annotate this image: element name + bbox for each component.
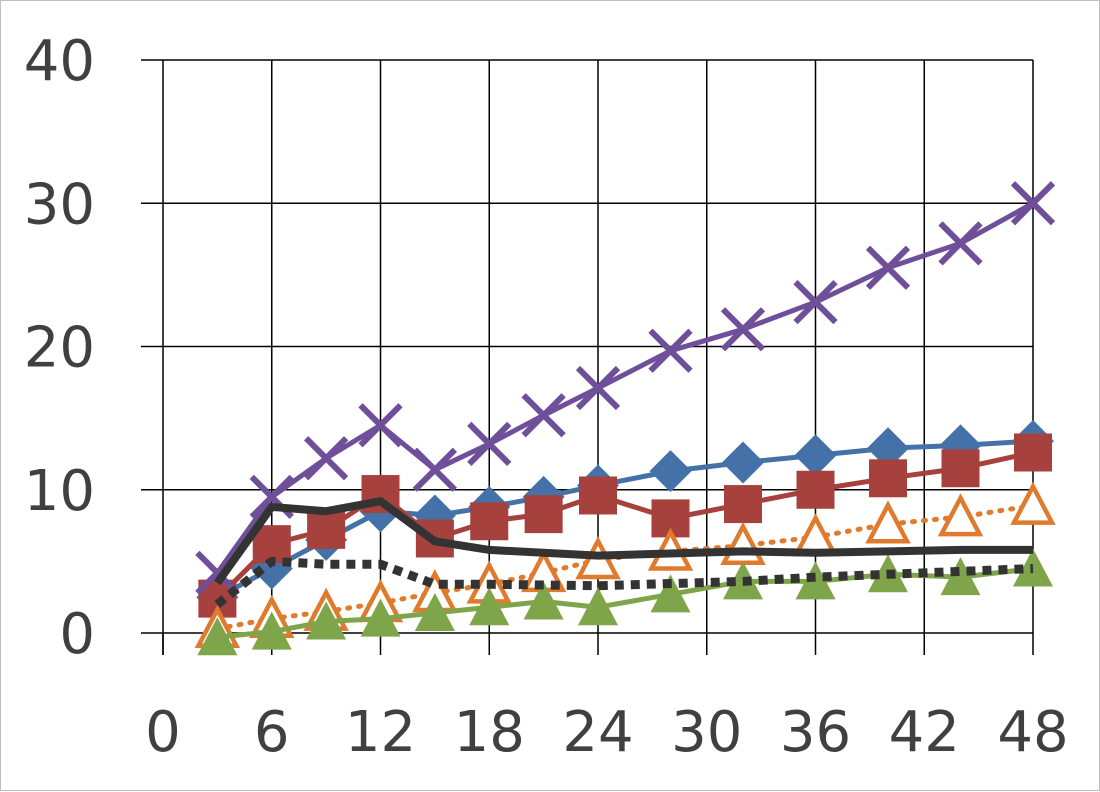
y-tick-label: 20 [24,316,95,381]
y-tick-label: 0 [59,602,95,667]
series-2-point [524,495,563,534]
series-3-point [575,365,621,411]
series-5-point [650,574,691,613]
x-tick-label: 18 [454,700,525,765]
series-5-point [940,557,981,596]
x-tick-label: 48 [997,700,1068,765]
series-4-point [865,500,911,544]
series-5-point [197,617,238,656]
series-7 [214,556,1034,608]
series-2-point [724,485,762,524]
series-5-point [523,581,564,620]
series-5-point [578,587,618,626]
series-3-point [1010,181,1056,226]
series-2-point [796,470,835,509]
series-1-point [867,427,909,470]
series-1-point [794,434,837,477]
series-2-point [307,510,346,549]
series-3-point [412,447,457,492]
series-3-point [648,328,693,373]
series-2-point [1014,433,1052,472]
x-tick-label: 0 [145,700,181,765]
series-1-point [649,450,692,493]
series-2-point [869,459,907,498]
series-5-point [360,598,401,637]
series-3 [195,181,1056,595]
series-3-point [793,279,838,325]
series-3-point [521,393,566,438]
x-tick-label: 6 [254,700,290,765]
y-tick-label: 30 [24,172,95,237]
series-5-point [414,592,455,631]
tick-labels: 0 10 20 30 40 0 6 12 18 24 30 36 42 48 [24,29,1069,765]
series-4-point [1010,481,1056,525]
series-3-point [467,421,512,467]
series-3-point [938,221,983,266]
series-2-point [470,502,509,541]
y-tick-label: 40 [24,29,95,94]
x-tick-label: 30 [671,700,742,765]
x-tick-label: 12 [345,700,416,765]
series-5-point [469,587,510,626]
series-3-point [720,307,766,352]
series-1-point [722,441,764,484]
x-tick-label: 42 [889,700,960,765]
series-6 [214,497,1033,586]
y-tick-label: 10 [24,459,95,524]
series-2-point [941,449,980,488]
series-3-point [865,245,911,290]
x-tick-label: 36 [780,700,851,765]
x-tick-label: 24 [562,700,633,765]
series-5-point [251,611,292,650]
series-2-point [579,476,617,515]
series-2-point [252,525,291,564]
series-4-point [937,493,984,537]
series-5-point [306,601,347,640]
series-6-line [214,497,1033,586]
series-7-line [214,556,1034,608]
series-5-point [1013,548,1053,587]
series-3-point [304,436,349,481]
series-3-point [358,403,403,448]
series-group [194,181,1056,656]
